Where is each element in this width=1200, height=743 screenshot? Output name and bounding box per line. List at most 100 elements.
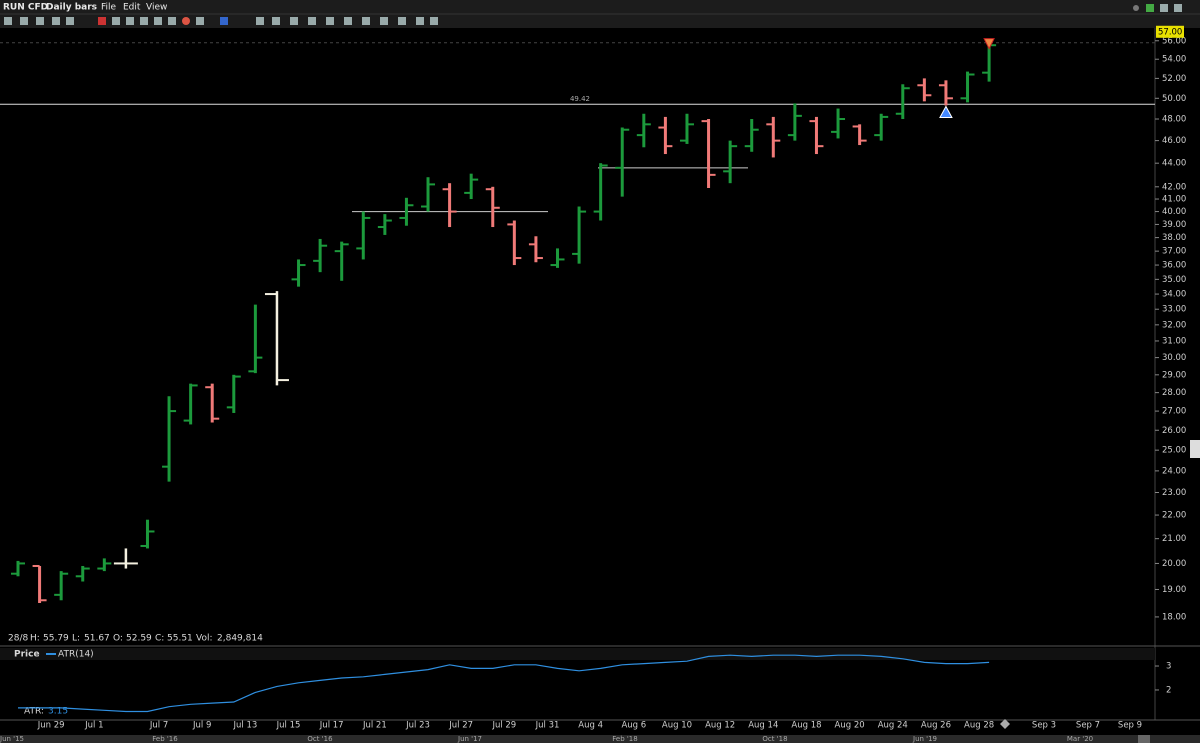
tool-icon[interactable] xyxy=(182,17,190,25)
tool-icon[interactable] xyxy=(36,17,44,25)
y-tick-label: 54.00 xyxy=(1162,55,1186,65)
timeline-label: Oct '18 xyxy=(762,735,787,743)
y-tick-label: 27.00 xyxy=(1162,407,1186,417)
y-tick-label: 52.00 xyxy=(1162,74,1186,84)
x-tick-label: Aug 10 xyxy=(662,721,692,731)
tool-icon[interactable] xyxy=(140,17,148,25)
tool-icon[interactable] xyxy=(308,17,316,25)
toolbar-icons xyxy=(4,4,1182,25)
y-tick-label: 36.00 xyxy=(1162,261,1186,271)
x-tick-label: Jul 7 xyxy=(149,721,168,731)
tool-icon[interactable] xyxy=(362,17,370,25)
menu-edit[interactable]: Edit xyxy=(123,3,141,13)
symbol-selector[interactable]: RUN CFD xyxy=(3,3,48,13)
x-tick-label: Jul 17 xyxy=(319,721,344,731)
menu-file[interactable]: File xyxy=(101,3,117,13)
price-tag xyxy=(1156,25,1184,38)
x-tick-label: Aug 4 xyxy=(578,721,603,731)
atr-line xyxy=(18,654,990,713)
x-tick-label: Aug 18 xyxy=(791,721,821,731)
tool-icon[interactable] xyxy=(112,17,120,25)
tool-icon[interactable] xyxy=(154,17,162,25)
y-tick-label: 20.00 xyxy=(1162,559,1186,569)
window-icon[interactable] xyxy=(1133,5,1139,11)
info-volume-label: Vol: xyxy=(196,634,213,644)
y-tick-label: 34.00 xyxy=(1162,290,1186,300)
window-icon[interactable] xyxy=(1174,4,1182,12)
tool-icon[interactable] xyxy=(326,17,334,25)
x-tick-label: Aug 24 xyxy=(878,721,908,731)
scroll-handle[interactable] xyxy=(1190,440,1200,458)
y-tick-label: 39.00 xyxy=(1162,220,1186,230)
timeline-label: Feb '18 xyxy=(612,735,637,743)
tool-icon[interactable] xyxy=(344,17,352,25)
tool-icon[interactable] xyxy=(196,17,204,25)
timeline-handle[interactable] xyxy=(1138,735,1150,743)
info-volume: 2,849,814 xyxy=(217,634,263,644)
atr-tick-label: 2 xyxy=(1166,685,1171,695)
y-tick-label: 28.00 xyxy=(1162,388,1186,398)
x-tick-label: Aug 28 xyxy=(964,721,994,731)
x-tick-label: Aug 26 xyxy=(921,721,951,731)
y-tick-label: 19.00 xyxy=(1162,585,1186,595)
atr-tick-label: 3 xyxy=(1166,662,1171,672)
y-tick-label: 24.00 xyxy=(1162,466,1186,476)
tool-icon[interactable] xyxy=(272,17,280,25)
tool-icon[interactable] xyxy=(380,17,388,25)
y-tick-label: 33.00 xyxy=(1162,305,1186,315)
tool-icon[interactable] xyxy=(66,17,74,25)
y-tick-label: 44.00 xyxy=(1162,159,1186,169)
info-close-label: C: xyxy=(155,634,164,644)
y-tick-label: 37.00 xyxy=(1162,247,1186,257)
y-tick-label: 31.00 xyxy=(1162,336,1186,346)
x-tick-label: Aug 6 xyxy=(621,721,646,731)
atr-current-label: ATR: xyxy=(24,707,44,717)
tool-icon[interactable] xyxy=(430,17,438,25)
y-tick-label: 48.00 xyxy=(1162,115,1186,125)
x-tick-label: Sep 9 xyxy=(1118,721,1142,731)
info-high: 55.79 xyxy=(43,634,69,644)
tool-icon[interactable] xyxy=(290,17,298,25)
x-tick-label: Aug 20 xyxy=(835,721,865,731)
tool-icon[interactable] xyxy=(256,17,264,25)
info-open-label: O: xyxy=(113,634,123,644)
tool-icon[interactable] xyxy=(4,17,12,25)
y-tick-label: 21.00 xyxy=(1162,534,1186,544)
level-label: 49.42 xyxy=(570,95,590,103)
timeline-label: Feb '16 xyxy=(152,735,178,743)
sell-signal xyxy=(983,38,995,50)
x-tick-label: Jul 29 xyxy=(491,721,516,731)
tool-icon[interactable] xyxy=(20,17,28,25)
timeline-label: Jun '19 xyxy=(912,735,937,743)
x-tick-label: Jul 13 xyxy=(232,721,257,731)
y-tick-label: 42.00 xyxy=(1162,182,1186,192)
y-tick-label: 26.00 xyxy=(1162,426,1186,436)
window-icon[interactable] xyxy=(1160,4,1168,12)
x-tick-label: Jul 1 xyxy=(84,721,103,731)
timeline-label: Jun '17 xyxy=(457,735,482,743)
tool-icon[interactable] xyxy=(416,17,424,25)
timeline-label: Mar '20 xyxy=(1067,735,1093,743)
y-tick-label: 22.00 xyxy=(1162,511,1186,521)
period-selector[interactable]: Daily bars xyxy=(46,3,97,13)
window-icon[interactable] xyxy=(1146,4,1154,12)
x-tick-label: Jul 23 xyxy=(405,721,430,731)
x-tick-label: Sep 3 xyxy=(1032,721,1056,731)
y-tick-label: 56.00 xyxy=(1162,36,1186,46)
x-tick-label: Jul 31 xyxy=(535,721,560,731)
y-tick-label: 50.00 xyxy=(1162,94,1186,104)
tool-icon[interactable] xyxy=(220,17,228,25)
tool-icon[interactable] xyxy=(98,17,106,25)
info-low: 51.67 xyxy=(84,634,110,644)
atr-current: 3.15 xyxy=(48,707,68,717)
atr-header xyxy=(0,648,1155,660)
info-low-label: L: xyxy=(72,634,80,644)
y-tick-label: 30.00 xyxy=(1162,353,1186,363)
tool-icon[interactable] xyxy=(52,17,60,25)
tool-icon[interactable] xyxy=(398,17,406,25)
tool-icon[interactable] xyxy=(168,17,176,25)
tool-icon[interactable] xyxy=(126,17,134,25)
menu-view[interactable]: View xyxy=(146,3,167,13)
atr-tab[interactable]: Price xyxy=(14,650,40,660)
